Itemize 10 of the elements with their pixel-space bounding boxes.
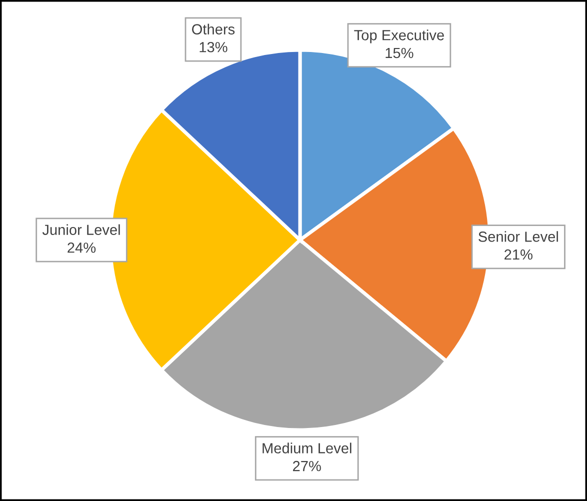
data-label: 24% [68, 242, 96, 253]
slice-label: Others [192, 24, 235, 34]
data-label: 13% [200, 42, 228, 52]
data-label: 15% [386, 48, 414, 58]
data-label: 21% [504, 249, 532, 260]
data-label: 27% [293, 460, 321, 472]
slice-label: Top Executive [354, 30, 444, 44]
slice-label: Junior Level [42, 224, 120, 236]
slice-label: Senior Level [478, 231, 558, 242]
slice-label: Medium Level [262, 442, 352, 454]
